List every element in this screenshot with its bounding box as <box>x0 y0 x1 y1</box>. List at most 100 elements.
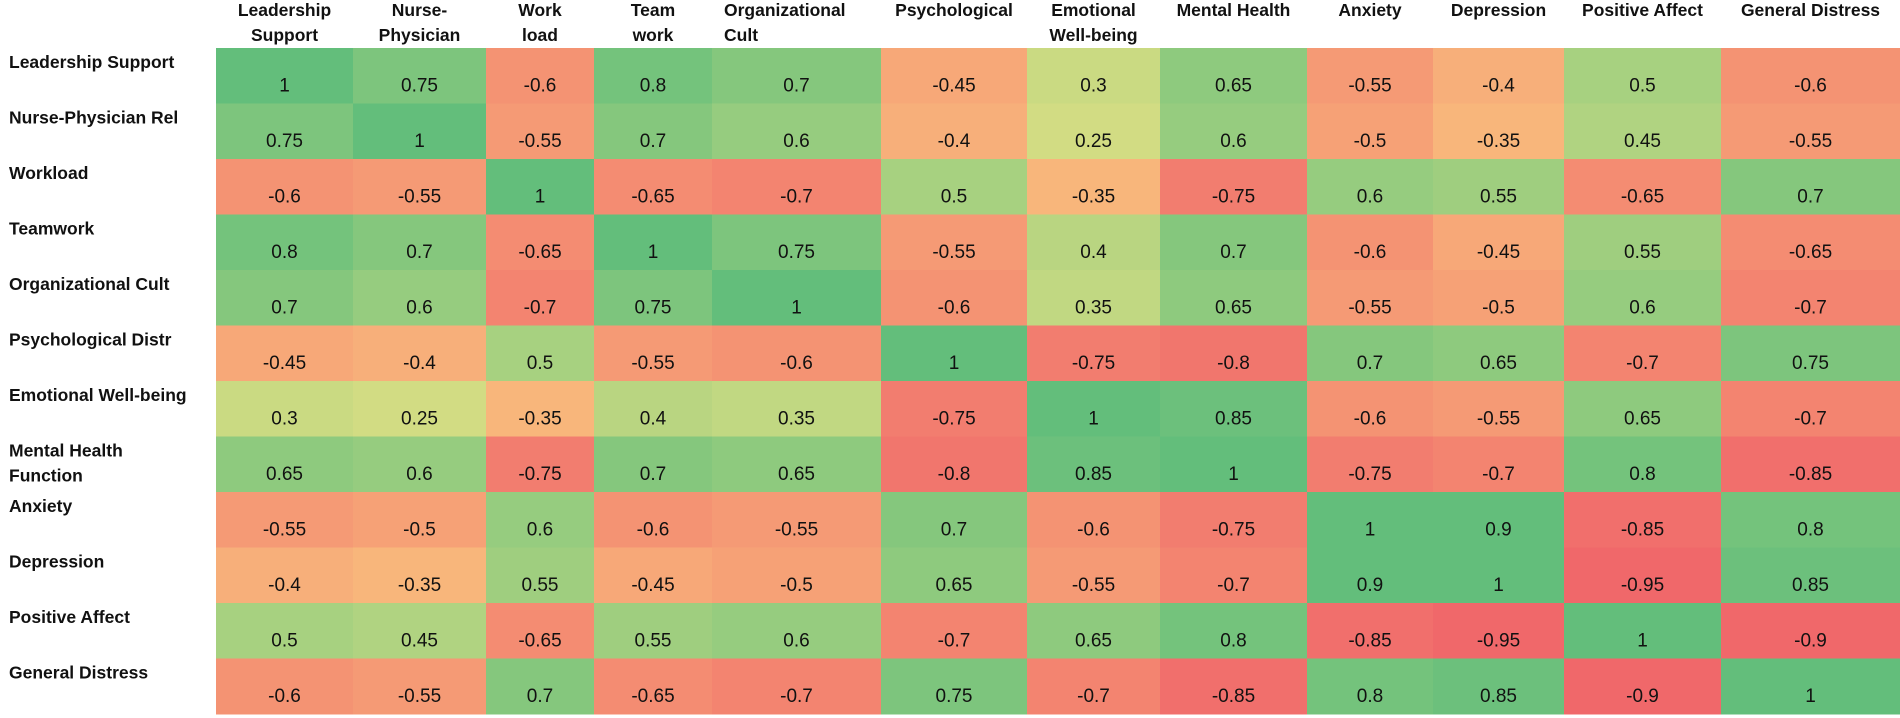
cell-value-label: 0.9 <box>1485 520 1511 541</box>
heatmap-cell <box>1433 214 1565 271</box>
cell-value-label: -0.9 <box>1794 631 1827 652</box>
cell-value-label: -0.6 <box>1794 76 1827 97</box>
cell-value-label: 0.7 <box>1220 242 1246 263</box>
cell-value-label: 1 <box>1493 575 1504 596</box>
heatmap-cell <box>1307 48 1434 104</box>
cell-value-label: 0.55 <box>1480 187 1517 208</box>
heatmap-cell <box>1433 547 1565 604</box>
heatmap-cell <box>594 325 713 382</box>
heatmap-cell <box>1307 103 1434 160</box>
cell-value-label: -0.8 <box>938 464 971 485</box>
cell-value-label: 0.65 <box>936 575 973 596</box>
cell-value-label: 0.85 <box>1792 575 1829 596</box>
heatmap-cell <box>353 159 487 215</box>
heatmap-cell <box>594 658 713 715</box>
cell-value-label: 0.65 <box>266 464 303 485</box>
cell-value-label: -0.55 <box>932 242 975 263</box>
column-label: Mental Health <box>1177 0 1291 20</box>
heatmap-cell <box>712 381 882 437</box>
cell-value-label: -0.8 <box>1217 353 1250 374</box>
cell-value-label: 0.8 <box>1629 464 1655 485</box>
heatmap-cell <box>353 492 487 548</box>
cell-value-label: -0.55 <box>1348 298 1391 319</box>
cell-value-label: 0.5 <box>1629 76 1655 97</box>
cell-value-label: 1 <box>535 187 546 208</box>
cell-value-label: -0.55 <box>1477 409 1520 430</box>
cell-value-label: 1 <box>279 76 290 97</box>
cell-value-label: -0.35 <box>1072 187 1115 208</box>
heatmap-cell <box>353 48 487 104</box>
heatmap-cell <box>594 159 713 215</box>
cell-value-label: 0.7 <box>941 520 967 541</box>
heatmap-cell <box>712 492 882 548</box>
cell-value-label: 0.5 <box>941 187 967 208</box>
heatmap-cell <box>1721 325 1900 382</box>
row-labels: Leadership Support Nurse-Physician Rel Wor… <box>9 52 187 683</box>
cell-value-label: -0.45 <box>1477 242 1520 263</box>
heatmap-cell <box>1307 492 1434 548</box>
cell-value-label: -0.55 <box>631 353 674 374</box>
heatmap-cell <box>881 492 1028 548</box>
heatmap-cell <box>1160 436 1308 493</box>
cell-value-label: 1 <box>648 242 659 263</box>
cell-value-label: -0.65 <box>631 686 674 707</box>
heatmap-cell <box>1160 214 1308 271</box>
cell-value-label: -0.75 <box>1348 464 1391 485</box>
heatmap-cell <box>1564 381 1722 437</box>
cell-value-label: 0.25 <box>401 409 438 430</box>
cell-value-label: -0.85 <box>1212 686 1255 707</box>
row-label: Anxiety <box>9 496 72 516</box>
cell-value-label: -0.7 <box>524 298 557 319</box>
heatmap-cell <box>353 658 487 715</box>
heatmap-cell <box>353 603 487 659</box>
cell-value-label: -0.75 <box>932 409 975 430</box>
cell-value-label: -0.65 <box>1789 242 1832 263</box>
heatmap-cell <box>1721 603 1900 659</box>
heatmap-cell <box>216 381 354 437</box>
heatmap-cell <box>1721 159 1900 215</box>
row-label: Nurse-Physician Rel <box>9 108 178 128</box>
row-label: Psychological Distr <box>9 330 172 350</box>
heatmap-cell <box>594 547 713 604</box>
heatmap-cell <box>353 270 487 326</box>
cell-value-label: -0.75 <box>1072 353 1115 374</box>
heatmap-cell <box>216 103 354 160</box>
column-label: Psychological <box>895 0 1013 20</box>
heatmap-cell <box>1433 325 1565 382</box>
column-label: Organizational Cult <box>724 0 846 45</box>
heatmap-cell <box>1433 48 1565 104</box>
heatmap-cell <box>712 436 882 493</box>
heatmap-cell <box>353 436 487 493</box>
cell-value-label: 1 <box>949 353 960 374</box>
heatmap-cell <box>712 547 882 604</box>
heatmap-cell <box>1027 159 1161 215</box>
heatmap-cell <box>1307 658 1434 715</box>
cell-value-label: 0.55 <box>635 631 672 652</box>
heatmap-cell <box>1721 214 1900 271</box>
heatmap-cell <box>712 325 882 382</box>
heatmap-cell <box>712 214 882 271</box>
heatmap-cell <box>353 103 487 160</box>
cell-value-label: 0.65 <box>1215 76 1252 97</box>
cell-value-label: -0.7 <box>780 686 813 707</box>
heatmap-cell <box>881 270 1028 326</box>
cell-value-label: -0.55 <box>1348 76 1391 97</box>
heatmap-cell <box>486 103 595 160</box>
column-labels: Leadership Support Nurse-Physician Work load… <box>238 0 1881 45</box>
cell-value-label: 0.65 <box>1480 353 1517 374</box>
cell-value-label: 0.65 <box>1624 409 1661 430</box>
cell-value-label: -0.45 <box>263 353 306 374</box>
column-label: Nurse-Physician <box>379 0 461 45</box>
cell-value-label: -0.6 <box>268 686 301 707</box>
heatmap-cell <box>1721 547 1900 604</box>
heatmap-cell <box>1160 547 1308 604</box>
cell-value-label: 0.75 <box>266 131 303 152</box>
cell-value-label: -0.7 <box>938 631 971 652</box>
heatmap-cell <box>216 547 354 604</box>
cell-value-label: 0.35 <box>778 409 815 430</box>
heatmap-cell <box>1433 103 1565 160</box>
heatmap-cell <box>1027 547 1161 604</box>
row-label: Depression <box>9 552 104 572</box>
column-label: Anxiety <box>1338 0 1401 20</box>
cell-value-label: 0.65 <box>1075 631 1112 652</box>
